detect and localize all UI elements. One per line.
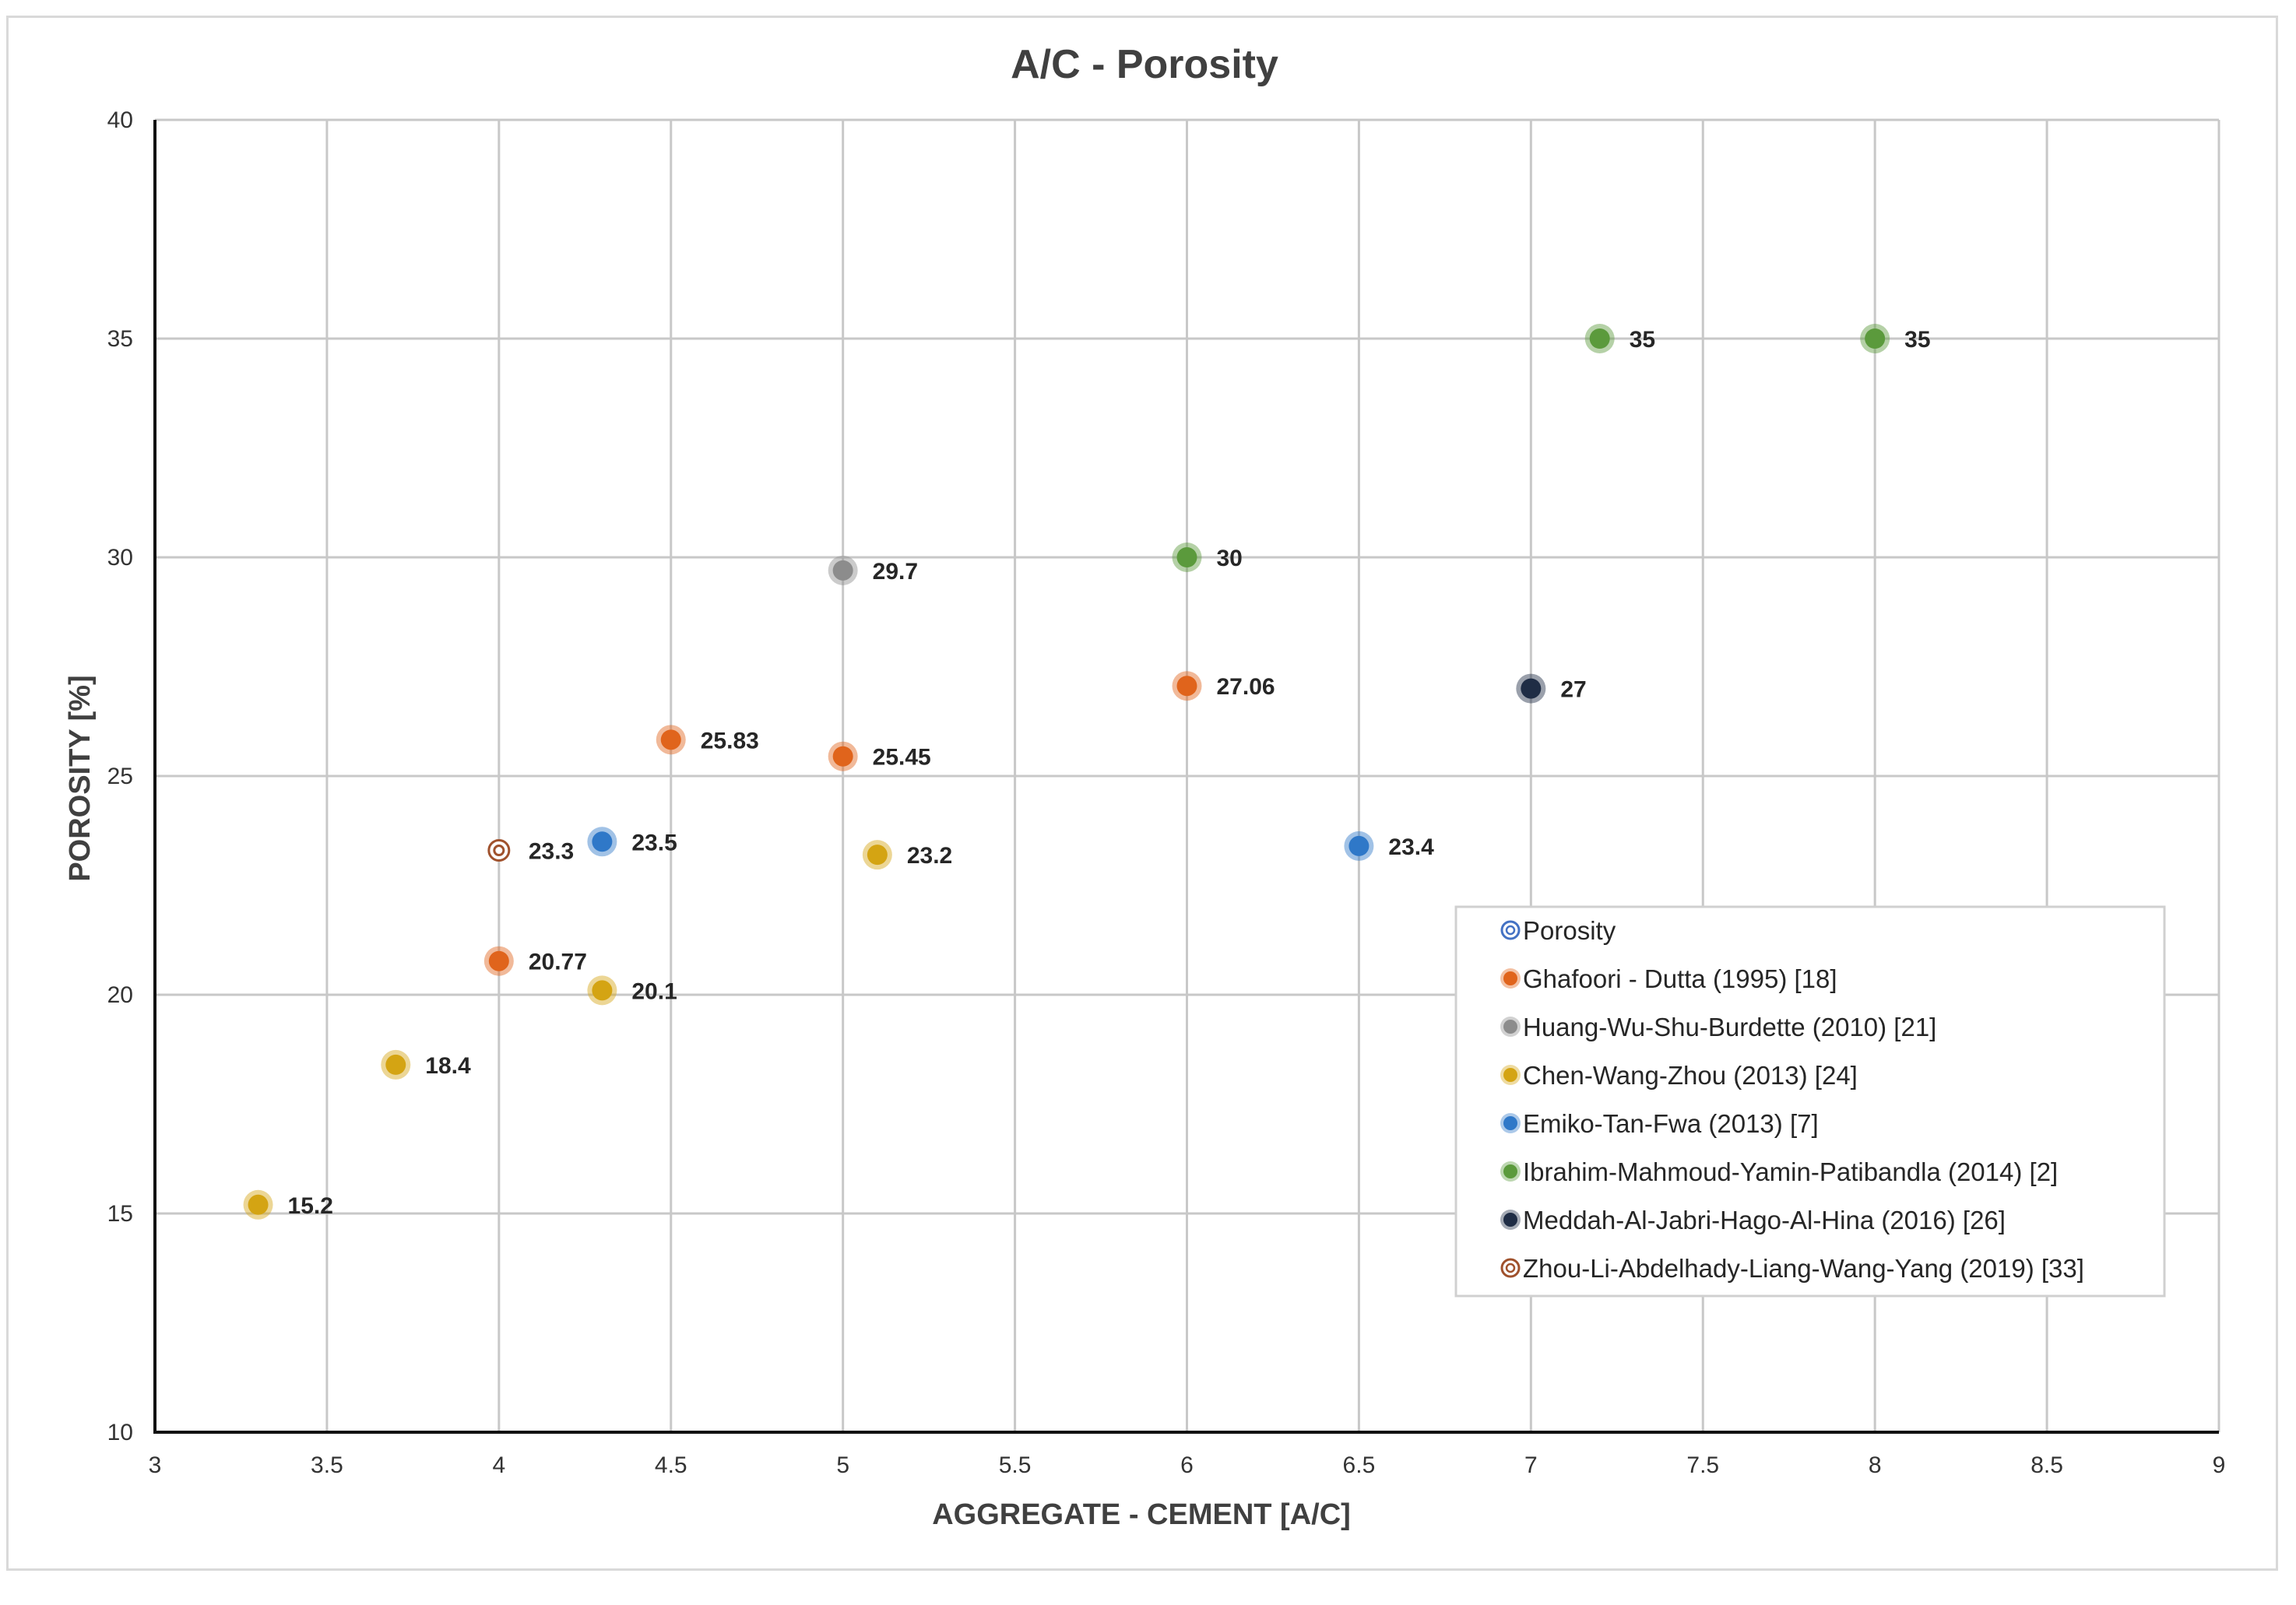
data-point bbox=[592, 980, 613, 1001]
x-tick-label: 9 bbox=[2213, 1452, 2226, 1478]
data-point bbox=[487, 839, 511, 862]
x-tick-label: 6.5 bbox=[1343, 1452, 1376, 1478]
data-label: 25.45 bbox=[873, 745, 931, 771]
legend-marker bbox=[1503, 1020, 1517, 1034]
data-point bbox=[1865, 328, 1886, 349]
data-label: 35 bbox=[1904, 327, 1930, 353]
legend-entry: Emiko-Tan-Fwa (2013) [7] bbox=[1523, 1109, 1819, 1138]
x-tick-label: 4.5 bbox=[655, 1452, 687, 1478]
data-label: 15.2 bbox=[288, 1193, 333, 1219]
data-point bbox=[1176, 676, 1197, 697]
y-tick-label: 30 bbox=[107, 545, 133, 571]
x-tick-label: 7.5 bbox=[1686, 1452, 1719, 1478]
legend: Porosity Ghafoori - Dutta (1995) [18] Huan… bbox=[1454, 905, 2166, 1298]
chart-frame bbox=[6, 16, 2278, 1571]
x-tick-label: 4 bbox=[492, 1452, 505, 1478]
data-point bbox=[385, 1054, 406, 1075]
data-point bbox=[592, 831, 613, 852]
legend-marker bbox=[1503, 1164, 1517, 1178]
y-tick-labels: 10 15 20 25 30 35 40 bbox=[107, 107, 133, 1445]
legend-box bbox=[1454, 905, 2166, 1298]
data-label: 23.3 bbox=[529, 839, 574, 865]
data-point bbox=[832, 560, 853, 581]
x-tick-labels: 3 3.5 4 4.5 5 5.5 6 6.5 7 7.5 8 8.5 9 bbox=[149, 1452, 2226, 1478]
data-label: 27 bbox=[1560, 677, 1586, 703]
x-tick-label: 6 bbox=[1180, 1452, 1194, 1478]
x-tick-label: 5.5 bbox=[999, 1452, 1032, 1478]
y-tick-label: 35 bbox=[107, 326, 133, 352]
data-point bbox=[1589, 328, 1610, 349]
data-label: 23.2 bbox=[907, 843, 952, 869]
data-label: 20.77 bbox=[529, 950, 587, 975]
data-point bbox=[867, 845, 888, 866]
data-label: 25.83 bbox=[701, 728, 759, 753]
x-tick-label: 5 bbox=[836, 1452, 849, 1478]
legend-marker bbox=[1503, 1068, 1517, 1082]
legend-entry: Chen-Wang-Zhou (2013) [24] bbox=[1523, 1061, 1858, 1090]
x-tick-label: 7 bbox=[1524, 1452, 1538, 1478]
legend-entry: Ghafoori - Dutta (1995) [18] bbox=[1523, 964, 1837, 993]
legend-entry: Huang-Wu-Shu-Burdette (2010) [21] bbox=[1523, 1013, 1936, 1041]
data-point bbox=[488, 950, 509, 971]
data-label: 35 bbox=[1630, 327, 1655, 353]
legend-entry: Porosity bbox=[1523, 916, 1616, 945]
legend-marker bbox=[1500, 1258, 1521, 1278]
data-label: 18.4 bbox=[425, 1053, 471, 1079]
data-label: 23.4 bbox=[1388, 834, 1434, 860]
y-axis-title: POROSITY [%] bbox=[64, 675, 97, 881]
x-tick-label: 3.5 bbox=[311, 1452, 343, 1478]
legend-entry: Ibrahim-Mahmoud-Yamin-Patibandla (2014) … bbox=[1523, 1157, 2058, 1186]
y-tick-label: 25 bbox=[107, 764, 133, 789]
axes bbox=[153, 120, 2219, 1434]
x-tick-label: 3 bbox=[149, 1452, 162, 1478]
y-tick-label: 10 bbox=[107, 1420, 133, 1445]
x-axis-title: AGGREGATE - CEMENT [A/C] bbox=[932, 1498, 1351, 1531]
data-label: 30 bbox=[1217, 546, 1243, 571]
data-point bbox=[660, 729, 681, 750]
data-point bbox=[1521, 678, 1542, 699]
legend-marker-inner bbox=[1505, 1263, 1516, 1273]
data-label: 29.7 bbox=[873, 559, 918, 585]
data-label: 20.1 bbox=[631, 978, 677, 1004]
data-point bbox=[248, 1194, 269, 1215]
legend-marker bbox=[1503, 1213, 1517, 1227]
legend-entry: Zhou-Li-Abdelhady-Liang-Wang-Yang (2019)… bbox=[1523, 1254, 2084, 1283]
data-label: 27.06 bbox=[1217, 674, 1275, 700]
chart-title: A/C - Porosity bbox=[1011, 42, 1278, 87]
data-point bbox=[1348, 835, 1370, 856]
y-tick-label: 40 bbox=[107, 107, 133, 133]
y-tick-label: 20 bbox=[107, 982, 133, 1008]
legend-marker bbox=[1503, 1116, 1517, 1130]
legend-entry: Meddah-Al-Jabri-Hago-Al-Hina (2016) [26] bbox=[1523, 1206, 2006, 1234]
legend-marker bbox=[1500, 920, 1521, 940]
legend-marker bbox=[1503, 971, 1517, 985]
x-tick-label: 8.5 bbox=[2031, 1452, 2063, 1478]
data-point-inner bbox=[493, 845, 505, 857]
y-tick-label: 15 bbox=[107, 1201, 133, 1227]
data-point bbox=[1176, 547, 1197, 567]
x-tick-label: 8 bbox=[1869, 1452, 1882, 1478]
data-points bbox=[243, 324, 1890, 1220]
data-label: 23.5 bbox=[631, 830, 677, 855]
data-labels: 25.83 25.45 27.06 20.77 29.7 23.2 20.1 18.4 15.2… bbox=[288, 327, 1931, 1219]
legend-marker-inner bbox=[1505, 925, 1516, 936]
data-point bbox=[832, 746, 853, 767]
